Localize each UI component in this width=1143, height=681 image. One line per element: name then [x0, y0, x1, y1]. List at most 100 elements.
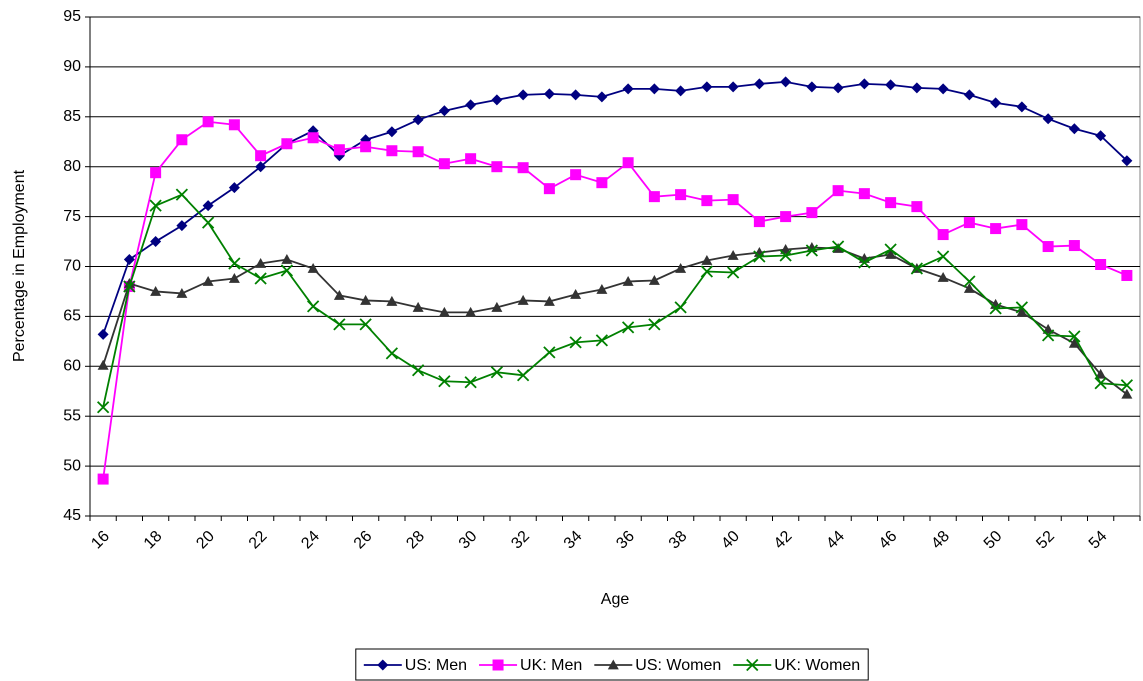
- data-point: [254, 272, 267, 285]
- data-point: [675, 85, 687, 97]
- data-point: [412, 301, 424, 312]
- data-point: [1015, 301, 1029, 314]
- data-point: [1094, 377, 1107, 390]
- x-tick-label: 36: [613, 528, 638, 553]
- data-point: [1121, 269, 1133, 281]
- data-point: [149, 199, 162, 212]
- data-point: [607, 659, 619, 670]
- x-tick-label: 22: [246, 528, 271, 553]
- data-point: [281, 138, 293, 150]
- y-tick-label: 85: [63, 108, 81, 125]
- data-point: [1095, 130, 1107, 142]
- data-point: [543, 88, 555, 100]
- data-point: [989, 302, 1002, 315]
- data-point: [123, 277, 135, 288]
- x-tick-label: 34: [561, 528, 586, 553]
- x-tick-label: 28: [403, 528, 428, 553]
- data-point: [963, 217, 975, 229]
- data-point: [96, 401, 110, 414]
- data-point: [517, 89, 529, 101]
- data-point: [150, 285, 162, 296]
- data-point: [228, 257, 241, 270]
- x-tick-label: 52: [1033, 528, 1058, 553]
- data-point: [780, 211, 792, 223]
- data-point: [701, 195, 713, 207]
- x-tick-label: 24: [298, 528, 323, 553]
- data-point: [622, 83, 634, 95]
- data-point: [1095, 368, 1107, 379]
- data-point: [465, 306, 477, 317]
- data-point: [1042, 241, 1054, 253]
- data-point: [832, 82, 844, 94]
- data-point: [990, 223, 1002, 235]
- data-point: [360, 294, 372, 305]
- data-point: [385, 347, 399, 360]
- data-point: [648, 83, 660, 95]
- data-point: [150, 167, 162, 179]
- data-point: [97, 359, 109, 370]
- data-point: [255, 258, 267, 268]
- data-point: [963, 89, 975, 101]
- data-point: [936, 250, 950, 263]
- data-point: [491, 161, 503, 173]
- x-tick-label: 50: [981, 528, 1006, 553]
- data-point: [386, 126, 398, 138]
- data-point: [1016, 306, 1028, 317]
- series-line: [102, 193, 1127, 408]
- data-point: [255, 161, 267, 173]
- data-point: [990, 97, 1002, 109]
- data-point: [937, 229, 949, 241]
- data-point: [780, 244, 792, 254]
- y-tick-label: 70: [63, 258, 81, 275]
- data-point: [465, 99, 477, 111]
- data-point: [360, 141, 372, 153]
- data-point: [963, 282, 975, 293]
- data-point: [280, 264, 294, 277]
- data-point: [937, 83, 949, 95]
- data-point: [648, 191, 660, 203]
- data-point: [333, 144, 345, 156]
- data-point: [648, 274, 660, 285]
- data-point: [438, 158, 450, 170]
- y-tick-label: 50: [63, 457, 81, 474]
- legend-label: US: Men: [405, 657, 467, 674]
- data-point: [97, 473, 109, 485]
- data-point: [596, 177, 608, 189]
- data-point: [306, 300, 320, 313]
- data-point: [569, 336, 582, 349]
- x-tick-label: 32: [508, 528, 533, 553]
- x-tick-label: 46: [876, 528, 901, 553]
- data-point: [1121, 155, 1133, 167]
- data-point: [675, 189, 687, 201]
- data-point: [726, 266, 740, 279]
- x-tick-label: 54: [1086, 528, 1111, 553]
- data-point: [438, 105, 450, 117]
- data-point: [1095, 259, 1107, 271]
- data-point: [622, 157, 634, 169]
- data-point: [727, 81, 739, 93]
- data-point: [596, 91, 608, 103]
- x-tick-label: 44: [823, 528, 848, 553]
- data-point: [806, 81, 818, 93]
- x-tick-label: 40: [718, 528, 743, 553]
- data-point: [832, 185, 844, 197]
- y-tick-label: 95: [63, 8, 81, 25]
- data-point: [465, 153, 477, 165]
- data-point: [97, 328, 109, 340]
- y-tick-label: 45: [63, 507, 81, 524]
- data-point: [746, 658, 759, 672]
- data-point: [595, 334, 609, 347]
- data-point: [885, 197, 897, 209]
- x-tick-label: 20: [193, 528, 218, 553]
- data-point: [516, 369, 530, 382]
- data-point: [202, 116, 214, 128]
- data-point: [464, 376, 477, 389]
- data-point: [491, 94, 503, 106]
- data-point: [622, 275, 634, 286]
- data-point: [490, 366, 504, 379]
- data-point: [202, 275, 214, 286]
- data-point: [377, 659, 389, 671]
- data-point: [411, 364, 425, 377]
- x-tick-label: 38: [666, 528, 691, 553]
